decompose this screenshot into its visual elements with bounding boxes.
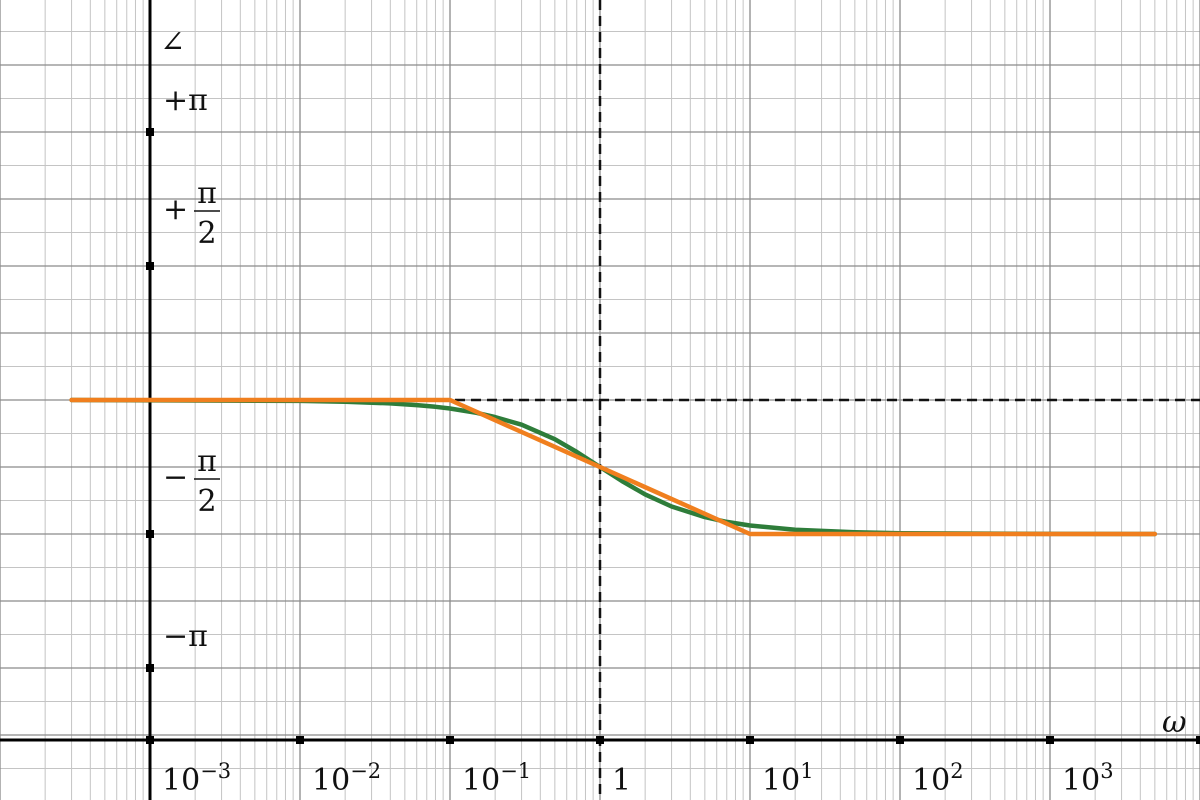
- x-axis-label: ω: [1162, 705, 1186, 740]
- y-tick-label: +π: [163, 83, 208, 118]
- tick-labels: 10−3 10−2 10−1 1 101 102 103+π+ π2− π2−πω∠: [160, 25, 1186, 798]
- y-tick-numerator: π: [197, 176, 217, 211]
- x-tick-label: 102: [912, 759, 964, 798]
- y-tick-denominator: 2: [197, 216, 216, 251]
- x-tick-label: 10−3: [162, 759, 231, 798]
- y-tick-sign: −: [163, 460, 188, 495]
- origin-mark: [146, 736, 154, 744]
- y-tick-label: − π 2: [163, 444, 220, 519]
- x-tick-label: 10−2: [312, 759, 381, 798]
- y-axis-label: ∠: [160, 25, 185, 60]
- series-asymptotic-phase: [69, 397, 1158, 537]
- y-tick-mark: [146, 530, 154, 539]
- y-tick-sign: +: [163, 192, 188, 227]
- x-tick-mark: [1046, 736, 1054, 744]
- x-tick-label: 103: [1062, 759, 1114, 798]
- y-tick-label: −π: [163, 619, 208, 654]
- x-tick-mark: [1196, 736, 1200, 744]
- x-tick-mark: [746, 736, 754, 744]
- reference-lines: [151, 0, 1200, 800]
- x-tick-mark: [296, 736, 304, 744]
- y-tick-label: + π 2: [163, 176, 220, 251]
- x-tick-label: 1: [612, 763, 631, 798]
- y-tick-denominator: 2: [197, 484, 216, 519]
- y-tick-mark: [146, 128, 154, 137]
- y-tick-mark: [146, 261, 154, 270]
- x-tick-label: 101: [762, 759, 814, 798]
- y-tick-mark: [146, 663, 154, 672]
- x-tick-mark: [896, 736, 904, 744]
- x-tick-label: 10−1: [462, 759, 531, 798]
- series-layer: [69, 397, 1158, 537]
- x-tick-mark: [596, 736, 604, 744]
- x-tick-mark: [446, 736, 454, 744]
- y-tick-numerator: π: [197, 444, 217, 479]
